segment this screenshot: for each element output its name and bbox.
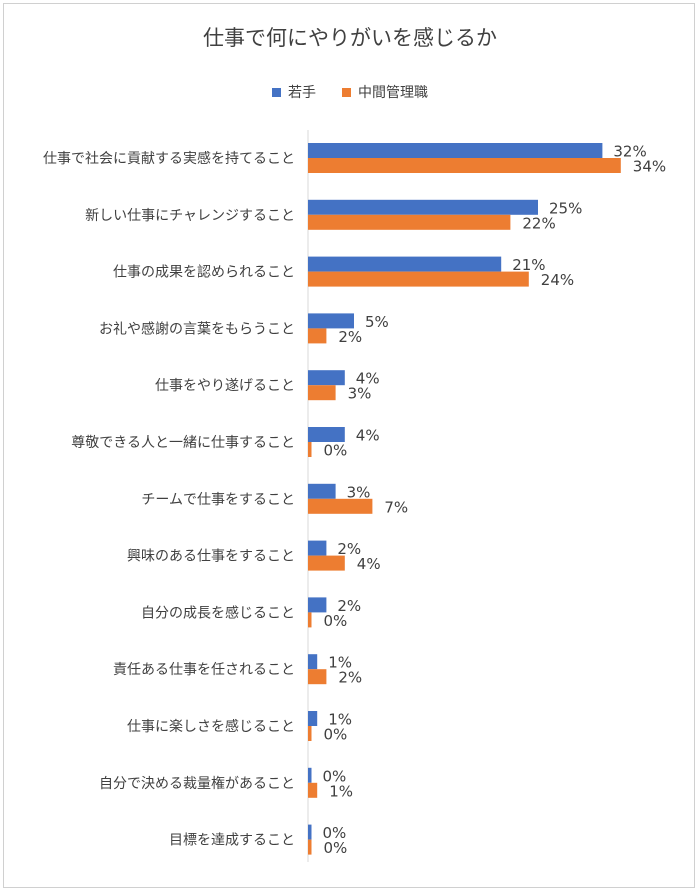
bar-middle-manager	[308, 271, 529, 287]
data-label-middle-manager: 7%	[384, 498, 408, 516]
bar-middle-manager	[308, 782, 318, 798]
bar-young	[308, 370, 345, 386]
data-label-middle-manager: 0%	[324, 726, 348, 744]
bar-young	[308, 199, 538, 215]
bar-young	[308, 256, 502, 272]
bar-young	[308, 540, 327, 556]
bar-middle-manager	[308, 498, 373, 514]
data-label-young: 1%	[328, 711, 352, 729]
bar-young	[308, 427, 345, 442]
data-label-young: 0%	[323, 767, 347, 785]
data-label-middle-manager: 0%	[324, 442, 348, 460]
category-label: 仕事で社会に貢献する実感を持てること	[43, 150, 295, 167]
data-label-young: 21%	[512, 256, 545, 274]
chart-title: 仕事で何にやりがいを感じるか	[203, 26, 497, 50]
bar-middle-manager	[308, 214, 511, 230]
data-label-young: 4%	[356, 370, 380, 388]
bar-middle-manager	[308, 442, 312, 457]
category-label: 自分の成長を感じること	[141, 604, 295, 621]
legend-label-young: 若手	[288, 85, 316, 101]
data-label-young: 2%	[337, 540, 361, 558]
data-label-young: 25%	[549, 199, 582, 217]
data-label-middle-manager: 22%	[522, 214, 555, 232]
bar-middle-manager	[308, 726, 312, 741]
bar-middle-manager	[308, 328, 327, 344]
data-label-middle-manager: 3%	[348, 385, 372, 403]
category-label: 責任ある仕事を任されること	[113, 662, 295, 678]
data-label-young: 0%	[323, 824, 347, 842]
legend-item-middle-manager: 中間管理職	[342, 82, 428, 102]
category-label: 尊敬できる人と一緒に仕事すること	[71, 434, 295, 451]
data-label-young: 1%	[328, 654, 352, 672]
bar-young	[308, 313, 354, 329]
data-label-middle-manager: 4%	[357, 555, 381, 573]
bar-middle-manager	[308, 158, 621, 173]
category-label: お礼や感謝の言葉をもらうこと	[99, 320, 295, 337]
category-label: 仕事をやり遂げること	[155, 378, 295, 394]
bar-young	[308, 711, 318, 726]
category-label: 仕事に楽しさを感じること	[127, 718, 295, 735]
data-label-young: 5%	[365, 313, 389, 331]
category-label: チームで仕事をすること	[141, 492, 295, 508]
data-label-middle-manager: 34%	[633, 158, 666, 176]
legend-item-young: 若手	[272, 82, 316, 102]
data-label-middle-manager: 1%	[329, 782, 353, 800]
data-label-middle-manager: 0%	[324, 839, 348, 857]
bar-young	[308, 824, 312, 840]
category-label: 自分で決める裁量権があること	[99, 775, 295, 792]
legend-swatch-middle-manager	[342, 87, 351, 97]
data-label-young: 2%	[337, 597, 361, 615]
category-label: 新しい仕事にチャレンジすること	[85, 208, 295, 224]
data-label-young: 4%	[356, 427, 380, 445]
data-label-middle-manager: 2%	[338, 669, 362, 687]
legend-label-middle-manager: 中間管理職	[358, 85, 428, 101]
category-label: 仕事の成果を認められること	[113, 265, 295, 281]
bar-middle-manager	[308, 669, 327, 685]
category-label: 目標を達成すること	[169, 833, 295, 849]
category-label: 興味のある仕事をすること	[127, 549, 295, 565]
data-label-young: 32%	[613, 143, 646, 161]
data-label-middle-manager: 0%	[324, 612, 348, 630]
bar-middle-manager	[308, 555, 345, 571]
data-label-middle-manager: 24%	[541, 271, 574, 289]
bar-young	[308, 597, 327, 613]
bar-middle-manager	[308, 839, 312, 855]
bar-middle-manager	[308, 385, 336, 401]
data-label-young: 3%	[347, 483, 371, 501]
legend-swatch-young	[272, 87, 281, 97]
bar-young	[308, 654, 318, 670]
bar-young	[308, 483, 336, 499]
bar-young	[308, 767, 312, 783]
legend: 若手 中間管理職	[0, 82, 700, 102]
bar-young	[308, 143, 603, 158]
data-label-middle-manager: 2%	[338, 328, 362, 346]
bar-middle-manager	[308, 612, 312, 628]
